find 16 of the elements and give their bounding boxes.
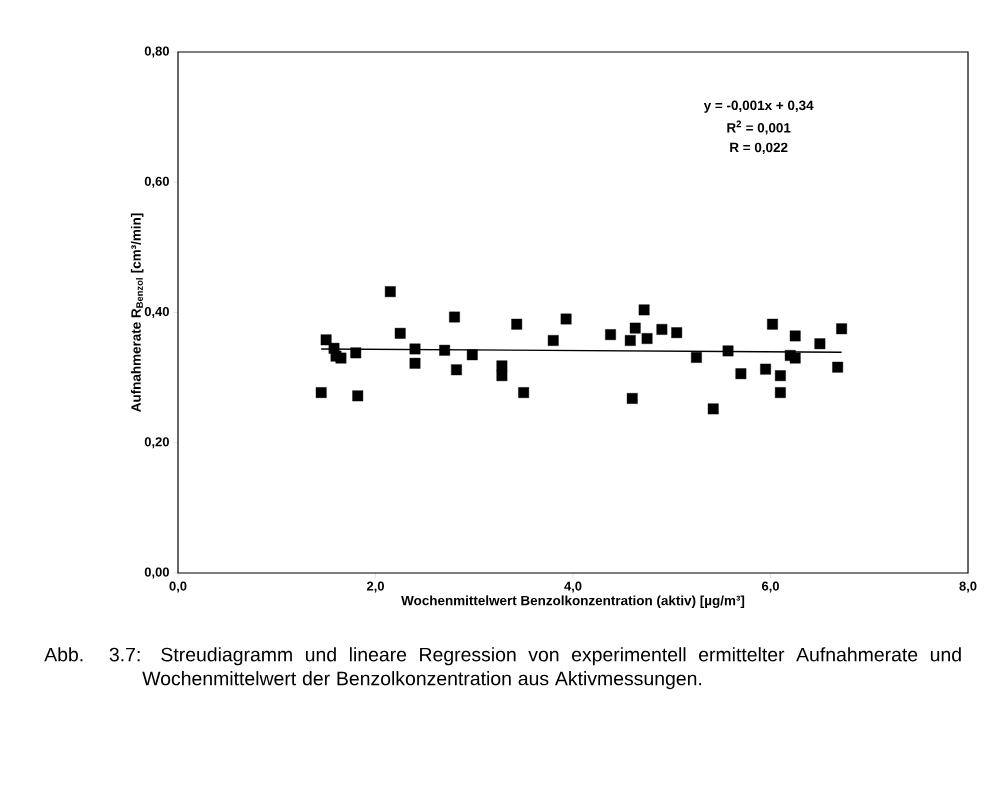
y-tick-label: 0,00 [144,567,169,579]
annotation: y = -0,001x + 0,34 [703,100,814,113]
y-tick-label: 0,40 [144,306,169,318]
x-axis-title: Wochenmittelwert Benzolkonzentration (aktiv) [µg/m³] [401,595,745,608]
y-tick-label: 0,20 [144,437,169,449]
y-axis-title: Aufnahmerate R$_{Benzol}$ [cm³/min] [130,213,144,412]
y-tick-label: 0,80 [144,46,169,58]
x-tick-label: 8,0 [959,581,977,593]
x-tick-label: 0,0 [169,581,187,593]
x-tick-label: 4,0 [564,581,582,593]
caption: Abb. 3.7: Streudiagramm und lineare Regression von experimentell ermittelter Aufnahmerate und Wochenmittelwert der Benzolkonzentration aus Aktivmessungen. [44,647,961,690]
x-tick-label: 2,0 [366,581,384,593]
x-tick-label: 6,0 [761,581,779,593]
y-tick-label: 0,60 [144,176,169,188]
annotation: R$^{2}$ = 0,001 [727,120,791,135]
annotation: R = 0,022 [730,142,788,155]
